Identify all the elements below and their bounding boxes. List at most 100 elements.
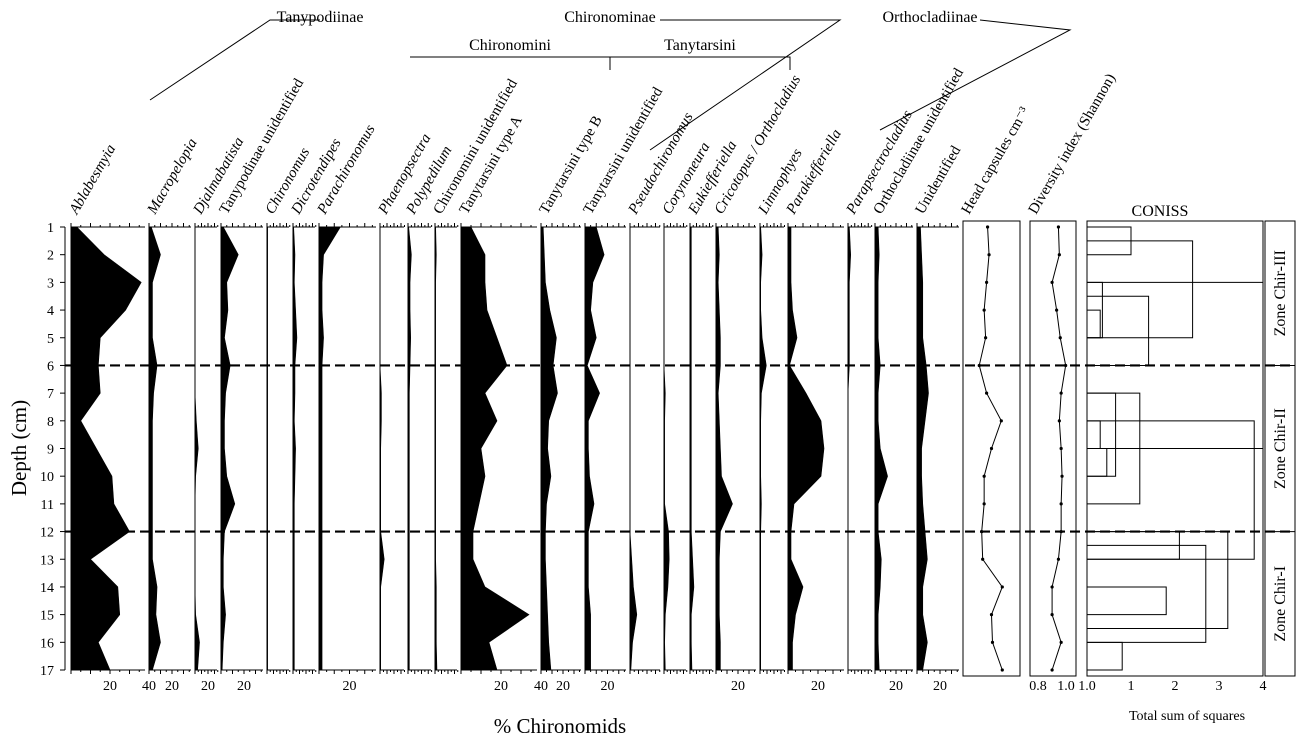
- series-area: [584, 226, 605, 671]
- x-tick-label: 1.0: [1057, 679, 1075, 694]
- dendrogram-branch: [1087, 392, 1117, 477]
- series-area: [148, 226, 161, 671]
- data-point: [985, 391, 989, 395]
- data-point: [984, 336, 988, 340]
- panel-frame: [1029, 220, 1077, 677]
- depth-tick-label: 7: [47, 387, 54, 402]
- series-area: [689, 226, 695, 671]
- depth-tick-label: 4: [47, 304, 54, 319]
- taxa-panels: 20 40 Ablabesmyia 20Macropelopia20Djalmabat…: [66, 65, 1119, 694]
- data-point: [1058, 336, 1062, 340]
- depth-tick-label: 10: [40, 470, 54, 485]
- depth-tick-label: 11: [41, 498, 54, 513]
- x-tick-label: 0.8: [1029, 679, 1047, 694]
- coniss-tick-label: 2: [1172, 679, 1179, 694]
- dendrogram-branch: [1087, 448, 1108, 477]
- dendrogram-branch: [1087, 281, 1264, 449]
- dendrogram-branch: [1087, 544, 1207, 643]
- depth-tick-label: 12: [40, 526, 54, 541]
- panel-corynoneura: Corynoneura: [660, 140, 713, 674]
- series-area: [629, 227, 638, 671]
- group-label: Chironominae: [564, 9, 656, 26]
- depth-tick-label: 8: [47, 415, 54, 430]
- group-leader-line: [410, 56, 611, 70]
- zone-label: Zone Chir-II: [1272, 408, 1289, 489]
- data-point: [1056, 557, 1061, 561]
- coniss-title: CONISS: [1132, 203, 1189, 220]
- data-point: [1050, 668, 1054, 672]
- series-area: [759, 226, 767, 671]
- coniss-tick-label: 4: [1260, 679, 1267, 694]
- series-area: [407, 226, 412, 671]
- series-area: [460, 226, 530, 671]
- data-point: [982, 308, 986, 312]
- taxon-label: Diversity index (Shannon): [1026, 71, 1119, 217]
- group-leader-line: [149, 19, 320, 101]
- dendrogram-branch: [1087, 295, 1150, 366]
- data-point: [1055, 308, 1059, 312]
- panel-ablabesmyia: 20 40 Ablabesmyia: [66, 142, 156, 694]
- depth-tick-label: 9: [47, 443, 54, 458]
- zone-label: Zone Chir-III: [1272, 250, 1289, 336]
- data-point: [1059, 640, 1063, 644]
- dendrogram-branch: [1087, 240, 1194, 339]
- group-chironomini: Chironomini: [410, 37, 611, 70]
- group-label: Chironomini: [469, 37, 551, 54]
- y-axis-title: Depth (cm): [7, 400, 31, 496]
- data-point: [989, 446, 994, 451]
- series-area: [318, 226, 341, 671]
- x-tick-label: 20: [494, 679, 508, 694]
- group-label: Orthocladiinae: [882, 9, 977, 26]
- dendrogram-branch: [1087, 309, 1101, 339]
- group-leader-line: [879, 19, 1072, 131]
- data-point: [982, 474, 986, 478]
- x-tick-label: 20: [933, 679, 947, 694]
- data-point: [1050, 613, 1054, 617]
- data-point: [985, 225, 990, 229]
- data-point: [985, 280, 989, 284]
- depth-tick-label: 14: [40, 581, 54, 596]
- x-tick-label: 20: [103, 679, 117, 694]
- x-tick-label: 40: [534, 679, 548, 694]
- data-point: [1057, 419, 1061, 423]
- data-point: [1000, 668, 1004, 672]
- depth-tick-label: 3: [47, 276, 54, 291]
- x-tick-label: 20: [165, 679, 179, 694]
- series-area: [663, 227, 670, 671]
- x-tick-label: 20: [731, 679, 745, 694]
- group-tanytarsini: Tanytarsini: [610, 37, 791, 70]
- zone-label: Zone Chir-I: [1272, 566, 1289, 642]
- data-point: [1000, 585, 1004, 589]
- x-axis-title: % Chironomids: [494, 714, 626, 738]
- dendrogram-branch: [1087, 531, 1229, 629]
- data-point: [1050, 585, 1054, 589]
- series-area: [70, 226, 142, 671]
- series-area: [874, 226, 888, 671]
- depth-tick-label: 2: [47, 249, 54, 264]
- series-area: [540, 226, 558, 671]
- group-chironominae: Chironominae: [564, 9, 842, 151]
- data-point: [1059, 446, 1063, 451]
- taxon-label: Tanytarsini unidentified: [581, 84, 667, 217]
- depth-tick-label: 6: [47, 359, 54, 374]
- panel-eukiefferiella: Eukiefferiella: [685, 138, 740, 674]
- data-point: [987, 253, 991, 257]
- dendrogram-branch: [1087, 641, 1123, 671]
- series-area: [292, 226, 298, 671]
- depth-tick-label: 15: [40, 609, 54, 624]
- data-point: [1057, 253, 1061, 257]
- coniss-x-axis-title: Total sum of squares: [1129, 709, 1245, 724]
- data-point: [1060, 474, 1064, 478]
- series-area: [787, 226, 825, 671]
- series-area: [220, 226, 239, 671]
- depth-tick-label: 17: [40, 664, 54, 679]
- depth-tick-label: 16: [40, 636, 54, 651]
- x-tick-label: 20: [343, 679, 357, 694]
- coniss-tick-label: 1: [1128, 679, 1135, 694]
